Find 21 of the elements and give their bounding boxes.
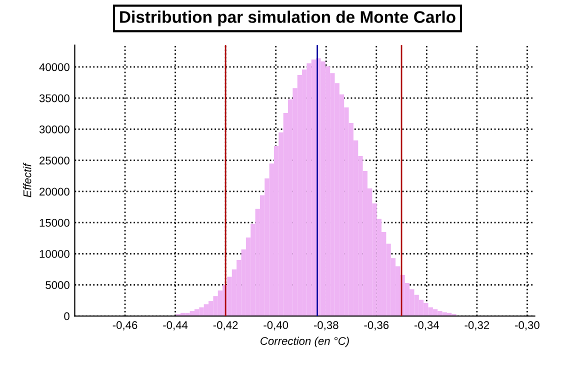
y-tick-label: 40000	[39, 63, 70, 72]
x-tick-label: -0,44	[163, 321, 188, 330]
y-tick-label: 0	[64, 312, 70, 320]
y-tick-label: 35000	[39, 94, 70, 102]
y-tick-label: 10000	[40, 250, 70, 258]
x-axis-title: Correction (en °C)	[260, 336, 349, 348]
y-tick-label: 20000	[40, 188, 70, 196]
x-tick-label: -0,38	[314, 321, 338, 330]
x-tick-label: -0,40	[264, 321, 288, 330]
y-axis-title: Effectif	[23, 162, 32, 198]
y-tick-label: 25000	[40, 156, 70, 164]
chart-title: Distribution par simulation de Monte Carlo	[120, 10, 456, 26]
y-tick-label: 15000	[40, 218, 70, 227]
x-tick-label: -0,34	[414, 321, 439, 330]
x-tick-label: -0,36	[364, 321, 389, 330]
x-tick-label: -0,42	[213, 321, 238, 330]
y-tick-label: 5000	[46, 281, 70, 290]
x-tick-label: -0,46	[112, 321, 138, 330]
x-tick-label: -0,32	[464, 321, 490, 330]
y-tick-label: 30000	[39, 125, 70, 134]
x-tick-label: -0,30	[515, 321, 540, 330]
